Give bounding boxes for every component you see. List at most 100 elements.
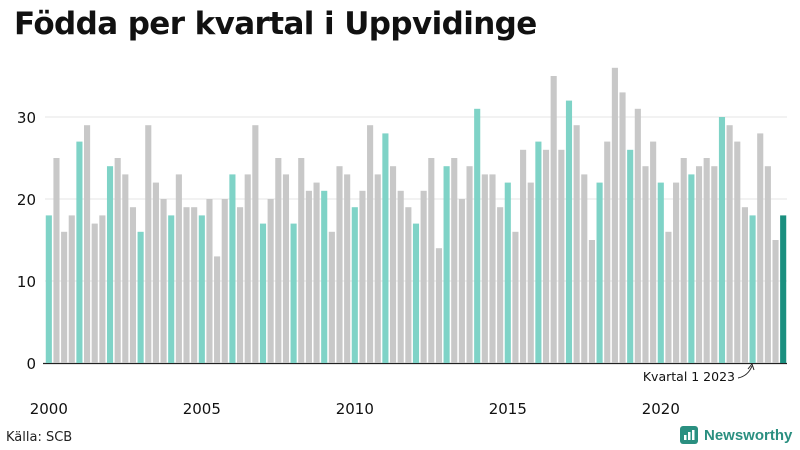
bar — [198, 215, 205, 363]
bar — [581, 174, 588, 363]
bar — [458, 199, 465, 363]
annotation-arrow — [737, 365, 753, 379]
bar — [328, 231, 335, 363]
bar — [497, 207, 504, 363]
bar — [382, 133, 389, 363]
bar — [282, 174, 290, 363]
x-tick-label: 2020 — [642, 400, 680, 418]
bar — [420, 190, 427, 363]
bar — [206, 199, 213, 363]
bar — [374, 174, 381, 363]
bar — [657, 182, 664, 363]
bar — [588, 240, 595, 363]
bar — [780, 215, 787, 363]
bar — [152, 182, 159, 363]
bar — [611, 67, 618, 364]
bar — [726, 125, 733, 363]
bar — [183, 207, 190, 363]
newsworthy-icon — [680, 426, 698, 444]
bar — [680, 158, 687, 363]
bar — [596, 182, 603, 363]
bar — [535, 141, 542, 363]
bar — [168, 215, 175, 363]
bar — [527, 182, 534, 363]
bar — [550, 76, 557, 363]
bar — [106, 166, 114, 363]
bar — [520, 149, 527, 363]
bar — [367, 125, 374, 363]
bar — [741, 207, 748, 363]
bar — [435, 248, 443, 363]
bar — [512, 231, 519, 363]
bar — [137, 231, 144, 363]
bar — [412, 223, 420, 363]
bar — [757, 133, 764, 363]
bar — [565, 100, 573, 363]
bars — [45, 67, 787, 364]
bar — [45, 215, 52, 363]
annotation-label: Kvartal 1 2023 — [643, 369, 735, 384]
bar — [688, 174, 695, 363]
bar — [191, 207, 198, 363]
bar — [764, 166, 771, 363]
bar — [634, 108, 641, 363]
y-tick-label: 10 — [17, 273, 36, 291]
y-tick-label: 0 — [26, 355, 36, 373]
bar — [718, 117, 726, 363]
bar — [405, 207, 412, 363]
bar — [650, 141, 657, 363]
bar — [145, 125, 152, 363]
bar — [68, 215, 75, 363]
bar — [504, 182, 511, 363]
bar — [619, 92, 626, 364]
bar — [237, 207, 244, 363]
bar — [76, 141, 83, 363]
bar — [604, 141, 611, 363]
bar — [84, 125, 91, 363]
bar — [351, 207, 358, 363]
bar — [703, 158, 710, 363]
y-tick-label: 30 — [17, 109, 36, 127]
bar — [252, 125, 259, 363]
bar — [428, 158, 435, 363]
bar — [175, 174, 182, 363]
bar — [642, 166, 649, 363]
x-tick-label: 2015 — [489, 400, 527, 418]
annotation: Kvartal 1 2023 — [643, 362, 755, 384]
bar — [665, 231, 672, 363]
bar — [451, 158, 458, 363]
bar — [129, 207, 137, 363]
bar — [443, 166, 450, 363]
brand-name: Newsworthy — [704, 426, 793, 444]
bar — [267, 199, 274, 363]
bar — [573, 125, 580, 363]
bar — [244, 174, 251, 363]
bar — [489, 174, 496, 363]
bar — [313, 182, 320, 363]
bar — [734, 141, 741, 363]
bar — [673, 182, 680, 363]
annotation-arrowhead — [747, 362, 755, 371]
bar — [711, 166, 718, 363]
bar — [359, 190, 366, 363]
bar — [389, 166, 397, 363]
bar — [321, 190, 328, 363]
bar — [627, 149, 634, 363]
bar — [481, 174, 488, 363]
chart-title: Födda per kvartal i Uppvidinge — [14, 6, 537, 42]
bar — [344, 174, 351, 363]
y-axis-ticks: 0 10 20 30 — [17, 109, 36, 373]
bar — [91, 223, 98, 363]
y-tick-label: 20 — [17, 191, 36, 209]
bar — [114, 158, 121, 363]
bar — [259, 223, 267, 363]
bar — [275, 158, 282, 363]
bar — [61, 231, 68, 363]
bar — [160, 199, 167, 363]
bar — [466, 166, 473, 363]
bar — [221, 199, 228, 363]
bar — [53, 158, 60, 363]
bar — [214, 256, 221, 363]
brand-logo[interactable]: Newsworthy — [680, 426, 792, 444]
